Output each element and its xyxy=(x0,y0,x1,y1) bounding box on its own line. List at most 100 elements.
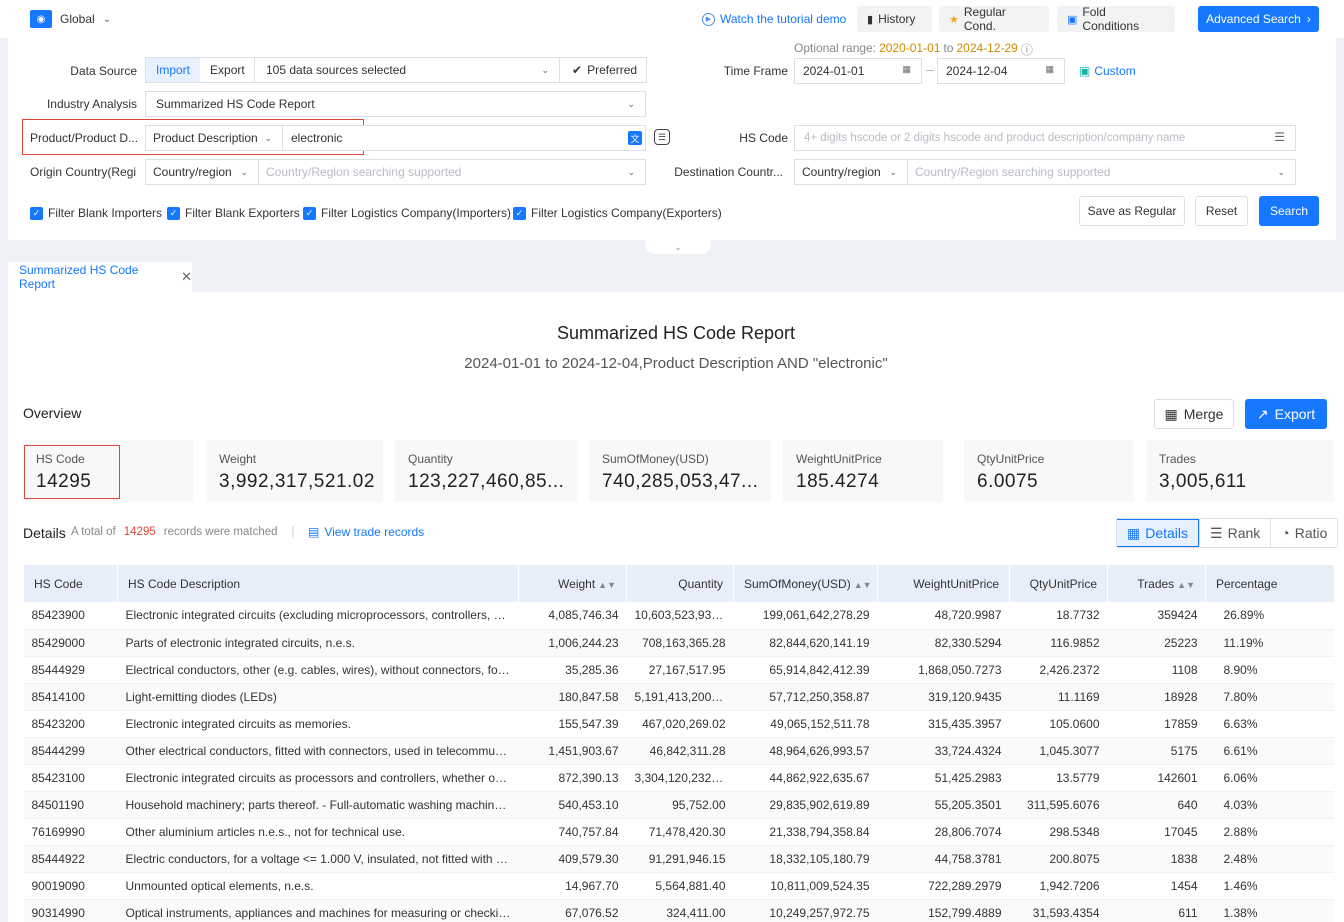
custom-label: Custom xyxy=(1094,64,1136,78)
save-as-regular-button[interactable]: Save as Regular xyxy=(1079,196,1185,226)
custom-icon: ▣ xyxy=(1079,64,1091,78)
destination-type-select[interactable]: Country/region ⌄ xyxy=(794,159,908,185)
filter-panel: Data Source Import Export 105 data sourc… xyxy=(8,38,1336,240)
data-sources-select[interactable]: 105 data sources selected ⌄ xyxy=(254,57,560,83)
table-row[interactable]: 84501190 Household machinery; parts there… xyxy=(23,791,1334,819)
import-toggle[interactable]: Import xyxy=(146,58,201,82)
advanced-search-button[interactable]: Advanced Search › xyxy=(1198,6,1319,32)
sort-icon[interactable]: ▲▼ xyxy=(853,579,872,590)
optional-range: Optional range: 2020-01-01 to 2024-12-29… xyxy=(794,41,1033,58)
product-label: Product/Product D... xyxy=(30,131,137,145)
overview-card-weight-unit-price: WeightUnitPrice 185.4274 xyxy=(783,440,943,502)
details-title: Details xyxy=(23,525,66,541)
chevron-down-icon: ⌄ xyxy=(627,99,635,109)
origin-placeholder: Country/Region searching supported xyxy=(266,165,462,179)
search-button[interactable]: Search xyxy=(1259,196,1319,226)
destination-input[interactable]: Country/Region searching supported ⌄ xyxy=(907,159,1296,185)
overview-card-weight: Weight 3,992,317,521.02 xyxy=(206,440,383,502)
export-toggle[interactable]: Export xyxy=(210,63,245,77)
star-icon: ★ xyxy=(949,13,959,26)
table-row[interactable]: 85414100 Light-emitting diodes (LEDs) 180,… xyxy=(23,683,1334,711)
tab-details[interactable]: ▦ Details xyxy=(1117,519,1200,547)
checkbox-checked-icon: ✓ xyxy=(513,206,526,220)
table-cell: 740,757.84 xyxy=(518,818,627,846)
export-button[interactable]: ↗ Export xyxy=(1245,399,1327,429)
table-cell: 142601 xyxy=(1107,764,1206,792)
column-header[interactable]: Weight ▲▼ xyxy=(518,565,627,602)
table-cell: 21,338,794,358.84 xyxy=(733,818,878,846)
product-input[interactable]: electronic 文 xyxy=(282,125,646,151)
table-header-row: HS Code HS Code Description Weight ▲▼ Qua… xyxy=(23,565,1334,602)
table-cell: 200.8075 xyxy=(1009,845,1108,873)
custom-link[interactable]: ▣ Custom xyxy=(1079,64,1136,78)
table-cell: 44,862,922,635.67 xyxy=(733,764,878,792)
table-cell: Unmounted optical elements, n.e.s. xyxy=(117,872,519,900)
translate-icon[interactable]: 文 xyxy=(628,131,642,145)
date-end-input[interactable]: 2024-12-04 ▦ xyxy=(937,58,1065,84)
table-row[interactable]: 90019090 Unmounted optical elements, n.e.… xyxy=(23,872,1334,900)
reset-button[interactable]: Reset xyxy=(1195,196,1248,226)
product-type-value: Product Description xyxy=(153,131,258,145)
regular-cond-button[interactable]: ★ Regular Cond. xyxy=(939,5,1049,33)
industry-select[interactable]: Summarized HS Code Report ⌄ xyxy=(145,91,646,117)
list-icon[interactable]: ☰ xyxy=(1274,130,1285,144)
filter-logistics-exporters-checkbox[interactable]: ✓ Filter Logistics Company(Exporters) xyxy=(513,206,722,220)
highlight-frame xyxy=(24,445,120,499)
table-cell: 33,724.4324 xyxy=(877,737,1010,765)
filter-blank-importers-checkbox[interactable]: ✓ Filter Blank Importers xyxy=(30,206,162,220)
table-cell: 51,425.2983 xyxy=(877,764,1010,792)
table-cell: 35,285.36 xyxy=(518,656,627,684)
tab-rank[interactable]: ☰ Rank xyxy=(1199,519,1270,547)
table-cell: 4,085,746.34 xyxy=(518,602,627,630)
table-cell: 28,806.7074 xyxy=(877,818,1010,846)
date-start-input[interactable]: 2024-01-01 ▦ xyxy=(794,58,922,84)
table-cell: 6.61% xyxy=(1205,737,1334,765)
table-row[interactable]: 85444299 Other electrical conductors, fit… xyxy=(23,737,1334,765)
report-title: Summarized HS Code Report xyxy=(556,323,796,343)
hs-code-input[interactable]: 4+ digits hscode or 2 digits hscode and … xyxy=(794,125,1296,151)
global-label: Global xyxy=(60,12,95,26)
table-cell: 67,076.52 xyxy=(518,899,627,922)
history-button[interactable]: ▮ History xyxy=(857,6,932,32)
preferred-button[interactable]: ✔ Preferred xyxy=(559,57,647,83)
view-trade-records-link[interactable]: ▤ View trade records xyxy=(308,525,424,539)
column-header[interactable]: Trades ▲▼ xyxy=(1107,565,1206,602)
column-header[interactable]: SumOfMoney(USD) ▲▼ xyxy=(733,565,878,602)
checkbox-checked-icon: ✓ xyxy=(303,206,316,220)
sort-icon[interactable]: ▲▼ xyxy=(598,579,616,590)
product-type-select[interactable]: Product Description ⌄ xyxy=(145,125,283,151)
table-row[interactable]: 85423200 Electronic integrated circuits a… xyxy=(23,710,1334,738)
fold-conditions-button[interactable]: ▣ Fold Conditions xyxy=(1057,5,1175,33)
origin-type-select[interactable]: Country/region ⌄ xyxy=(145,159,259,185)
tutorial-link[interactable]: ▶ Watch the tutorial demo xyxy=(702,12,846,26)
merge-button[interactable]: ▦ Merge xyxy=(1154,399,1234,429)
rank-icon: ☰ xyxy=(1210,524,1223,541)
report-tab-label: Summarized HS Code Report xyxy=(19,263,139,291)
table-row[interactable]: 76169990 Other aluminium articles n.e.s.,… xyxy=(23,818,1334,846)
collapse-panel-toggle[interactable]: ⌄ xyxy=(645,240,711,254)
table-cell: 5,191,413,200.00 xyxy=(626,683,734,711)
table-cell: 6.06% xyxy=(1205,764,1334,792)
filter-blank-exporters-checkbox[interactable]: ✓ Filter Blank Exporters xyxy=(167,206,300,220)
global-selector[interactable]: ◉ Global ⌄ xyxy=(30,10,111,28)
table-cell: 2.48% xyxy=(1205,845,1334,873)
records-icon: ▤ xyxy=(308,525,320,539)
smart-search-icon[interactable]: ☰ xyxy=(654,129,670,145)
sort-icon[interactable]: ▲▼ xyxy=(1177,579,1195,590)
table-row[interactable]: 85444922 Electric conductors, for a volta… xyxy=(23,845,1334,873)
report-tab[interactable]: Summarized HS Code Report ✕ xyxy=(8,262,192,292)
origin-input[interactable]: Country/Region searching supported ⌄ xyxy=(258,159,646,185)
close-icon[interactable]: ✕ xyxy=(181,269,192,284)
filter-logistics-importers-checkbox[interactable]: ✓ Filter Logistics Company(Importers) xyxy=(303,206,511,220)
table-row[interactable]: 90314990 Optical instruments, appliances … xyxy=(23,899,1334,922)
table-row[interactable]: 85429000 Parts of electronic integrated c… xyxy=(23,629,1334,657)
table-row[interactable]: 85423900 Electronic integrated circuits (… xyxy=(23,602,1334,630)
table-row[interactable]: 85423100 Electronic integrated circuits a… xyxy=(23,764,1334,792)
column-header-label: HS Code xyxy=(34,576,83,591)
table-row[interactable]: 85444929 Electrical conductors, other (e.… xyxy=(23,656,1334,684)
table-cell: 18.7732 xyxy=(1009,602,1108,630)
table-cell: 640 xyxy=(1107,791,1206,819)
table-cell: 4.03% xyxy=(1205,791,1334,819)
tab-ratio[interactable]: ◔ Ratio xyxy=(1270,519,1337,547)
column-header-label: Trades xyxy=(1137,576,1175,591)
